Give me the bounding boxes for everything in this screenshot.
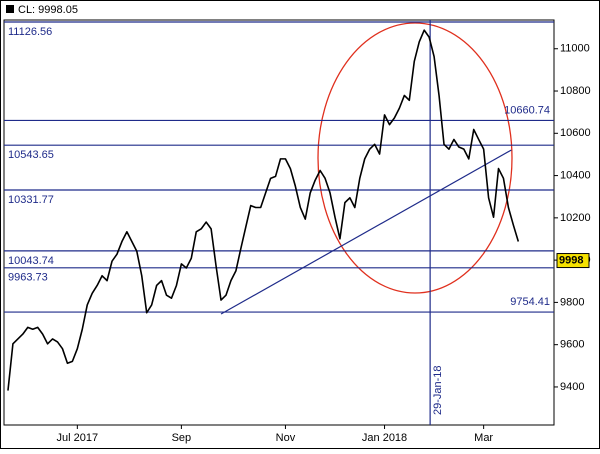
level-label: 10043.74 (8, 255, 54, 267)
y-tick-label: 10200 (560, 212, 591, 224)
x-tick-label: Sep (172, 432, 192, 444)
y-tick-label: 10800 (560, 85, 591, 97)
y-tick-label: 10600 (560, 127, 591, 139)
level-label: 10660.74 (504, 104, 550, 116)
y-tick-label: 9400 (560, 381, 584, 393)
x-tick-label: Jul 2017 (57, 432, 99, 444)
trend-line (220, 149, 512, 315)
x-tick-label: Nov (276, 432, 296, 444)
last-tag-label: 9998 (559, 254, 583, 266)
x-tick-label: Mar (474, 432, 493, 444)
level-label: 11126.56 (8, 26, 52, 38)
highlight-ellipse (317, 22, 513, 294)
plot-area (3, 19, 555, 426)
level-label: 9754.41 (510, 296, 550, 308)
level-label: 9963.73 (8, 272, 48, 284)
x-tick-label: Jan 2018 (362, 432, 407, 444)
y-tick-label: 9800 (560, 296, 584, 308)
chart-title: CL: 9998.05 (18, 4, 78, 16)
level-label: 10331.77 (8, 194, 54, 206)
title-marker (6, 5, 14, 13)
date-label: 29-Jan-18 (432, 365, 444, 415)
last-tag-box (556, 253, 590, 269)
price-line (7, 29, 520, 391)
level-label: 10543.65 (8, 149, 54, 161)
y-tick-label: 9600 (560, 339, 584, 351)
y-tick-label: 10400 (560, 169, 591, 181)
y-tick-label: 11000 (560, 43, 590, 55)
